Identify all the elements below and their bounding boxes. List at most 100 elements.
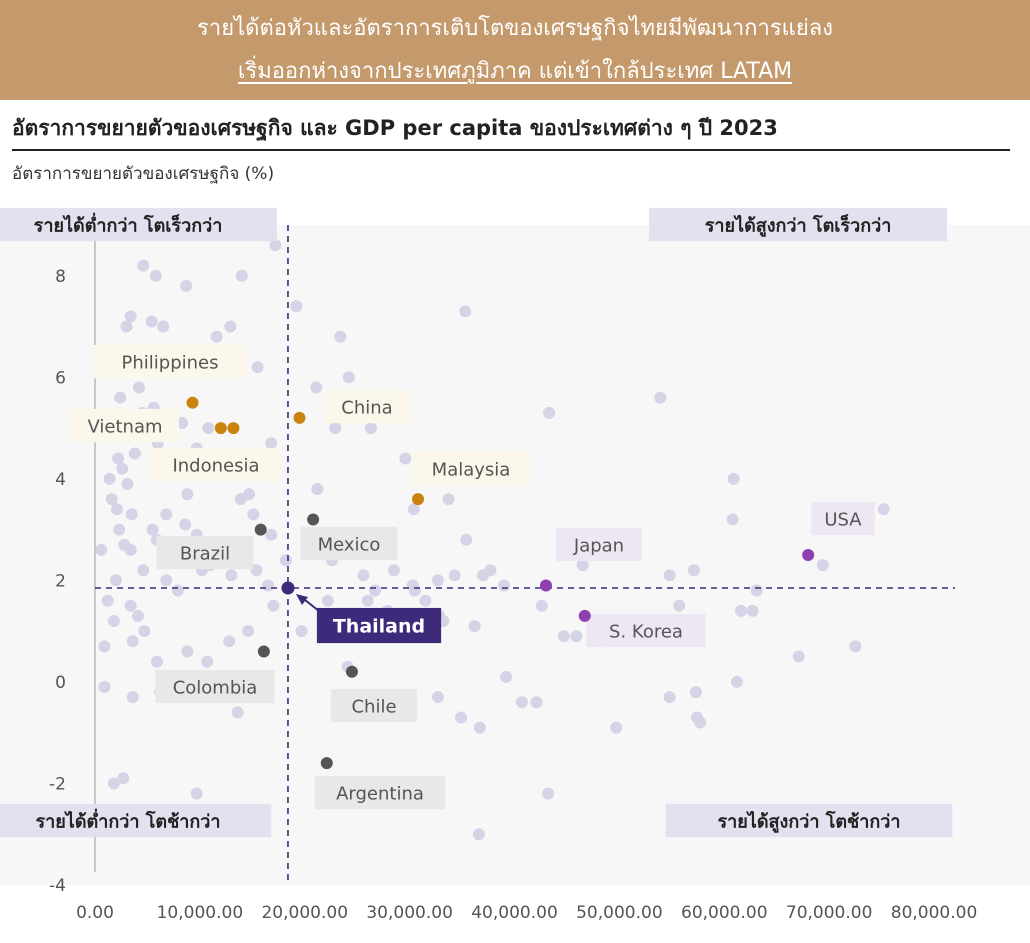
country-point [157,320,170,333]
country-point [663,569,676,582]
highlighted-point-mexico [307,513,320,526]
country-point [542,787,555,800]
country-point [181,488,194,501]
country-point [361,594,374,607]
country-point [251,361,264,374]
country-point [610,721,623,734]
country-point [128,447,141,460]
country-argentina-label: Argentina [336,783,424,804]
country-point [114,391,127,404]
country-point [117,772,130,785]
country-point [171,584,184,597]
country-point [120,320,133,333]
country-point [570,630,583,643]
country-brazil-label-bg [156,535,254,570]
country-point [160,508,173,521]
country-point [242,625,255,638]
country-s-korea-label-bg [586,613,706,648]
country-point [500,670,513,683]
country-point [95,543,108,556]
x-tick-label: 20,000.00 [261,903,348,923]
quadrant-bottom-left-label: รายได้ต่ำกว่า โตช้ากว่า [35,808,220,832]
quadrant-top-right-label-bg [649,207,947,242]
country-point [455,711,468,724]
country-point [295,625,308,638]
country-point [181,645,194,658]
quadrant-bottom-right-label-bg [665,803,953,838]
title-divider [12,149,1010,151]
country-chile-label-bg [331,688,417,723]
country-point [877,503,890,516]
country-point [472,828,485,841]
country-point [107,615,120,627]
country-point [210,330,223,343]
country-point [746,604,759,617]
country-point [146,523,159,536]
chart-title: อัตราการขยายตัวของเศรษฐกิจ และ GDP per c… [12,116,778,140]
highlighted-point-chile [345,665,358,678]
country-point [98,681,111,693]
country-point [201,655,214,668]
y-tick-label: 4 [55,470,66,490]
country-point [180,279,193,292]
y-tick-label: 0 [55,673,66,693]
country-point [473,721,486,734]
country-point [750,584,763,597]
y-tick-label: -4 [49,876,66,896]
country-point [290,300,303,313]
country-japan-label: Japan [573,535,624,556]
country-point [557,630,570,643]
country-point [442,493,455,506]
country-argentina-label-bg [314,775,446,810]
country-point [431,691,444,704]
country-point [334,330,347,343]
country-point [145,315,158,328]
country-point [407,503,420,516]
country-point [342,371,355,384]
banner: รายได้ต่อหัวและอัตราการเติบโตของเศรษฐกิจ… [0,0,1030,100]
country-point [468,620,481,633]
country-point [105,493,118,506]
country-point [515,696,528,709]
country-point [109,574,122,587]
country-colombia-label: Colombia [173,677,258,698]
country-vietnam-label: Vietnam [87,416,162,437]
country-point [498,579,511,592]
country-point [543,406,556,419]
country-point [689,686,702,699]
country-malaysia-label: Malaysia [432,459,511,480]
x-tick-label: 80,000.00 [891,903,978,923]
country-thailand-label: Thailand [333,616,425,638]
banner-subheadline: เริ่มออกห่างจากประเทศภูมิภาค แต่เข้าใกล้… [237,59,793,84]
country-point [321,594,334,607]
country-point [223,635,236,648]
country-point [190,787,203,800]
country-point [121,477,134,490]
country-point [160,574,173,587]
country-brazil-label: Brazil [180,543,230,564]
country-point [125,508,138,521]
country-point [231,706,244,719]
y-tick-label: -2 [49,774,66,794]
country-point [816,559,829,572]
country-point [269,239,282,252]
highlighted-point-malaysia [412,493,425,506]
country-point [792,650,805,663]
y-tick-label: 2 [55,571,66,591]
x-tick-label: 30,000.00 [366,903,453,923]
highlighted-point-thailand [281,581,295,595]
country-point [262,579,275,592]
country-thailand-label-bg [316,607,442,644]
country-china-label: China [341,397,392,418]
x-tick-label: 10,000.00 [157,903,244,923]
country-point [107,777,120,790]
country-point [101,594,114,607]
country-point [694,716,707,729]
country-colombia-label-bg [155,669,275,704]
country-point [727,472,740,485]
country-point [364,422,377,435]
country-point [118,538,131,551]
country-point [126,635,139,648]
highlighted-point-brazil [254,523,267,536]
country-point [149,269,162,282]
